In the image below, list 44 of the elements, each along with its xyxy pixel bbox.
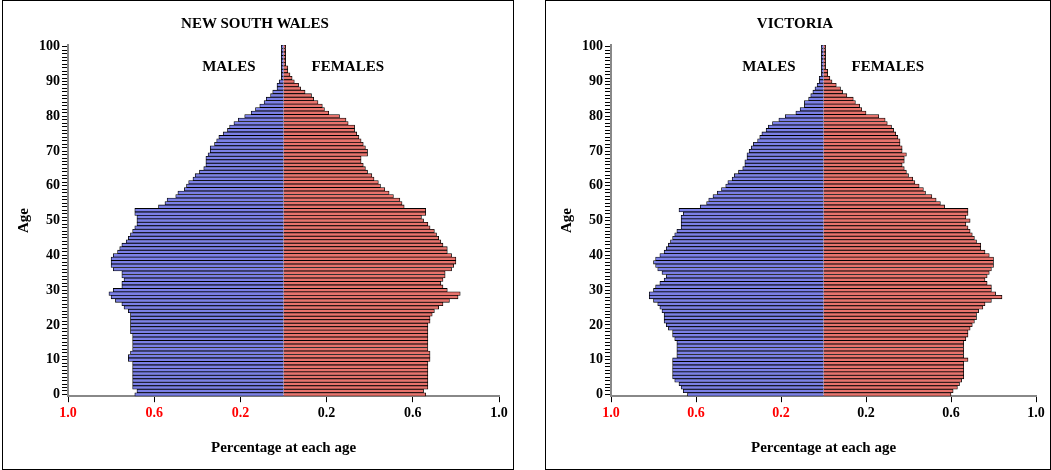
series-label: MALES [742,57,796,74]
y-tick-label: 70 [46,142,60,158]
y-tick-label: 0 [596,386,603,402]
y-tick-label: 20 [589,316,603,332]
y-tick-label: 90 [589,73,603,89]
y-tick-label: 80 [589,107,603,123]
series-label: FEMALES [851,57,925,74]
x-tick-label: 0.6 [687,405,705,421]
y-tick-label: 50 [589,212,603,228]
y-tick-label: 30 [46,281,60,297]
x-tick-label: 1.0 [59,405,77,421]
y-tick-label: 70 [589,142,603,158]
y-tick-label: 80 [46,107,60,123]
y-tick-label: 0 [53,386,60,402]
y-tick-label: 60 [46,177,60,193]
chart-title: NEW SOUTH WALES [181,14,329,31]
y-tick-label: 40 [589,246,603,262]
x-tick-label: 0.2 [231,405,250,421]
y-tick-label: 50 [46,212,60,228]
x-tick-label: 1.0 [602,405,620,421]
y-tick-label: 30 [589,281,603,297]
x-tick-label: 0.6 [145,405,163,421]
x-tick-label: 0.2 [317,405,336,421]
x-axis-title: Percentage at each age [750,438,897,455]
y-tick-label: 40 [46,246,60,262]
series-label: FEMALES [311,57,385,74]
y-axis-title: Age [557,207,574,234]
y-tick-label: 10 [589,351,603,367]
x-tick-label: 0.6 [404,405,422,421]
x-tick-label: 1.0 [490,405,508,421]
y-tick-label: 60 [589,177,603,193]
x-tick-label: 0.6 [942,405,960,421]
y-tick-label: 100 [582,38,603,54]
series-label: MALES [202,57,256,74]
x-axis-title: Percentage at each age [210,438,357,455]
y-tick-label: 10 [46,351,60,367]
y-tick-label: 20 [46,316,60,332]
x-tick-label: 0.2 [857,405,875,421]
y-axis-title: Age [14,207,31,234]
chart-title: VICTORIA [756,14,834,31]
x-tick-label: 1.0 [1027,405,1045,421]
x-tick-label: 0.2 [772,405,790,421]
y-tick-label: 90 [46,73,60,89]
y-tick-label: 100 [39,38,60,54]
